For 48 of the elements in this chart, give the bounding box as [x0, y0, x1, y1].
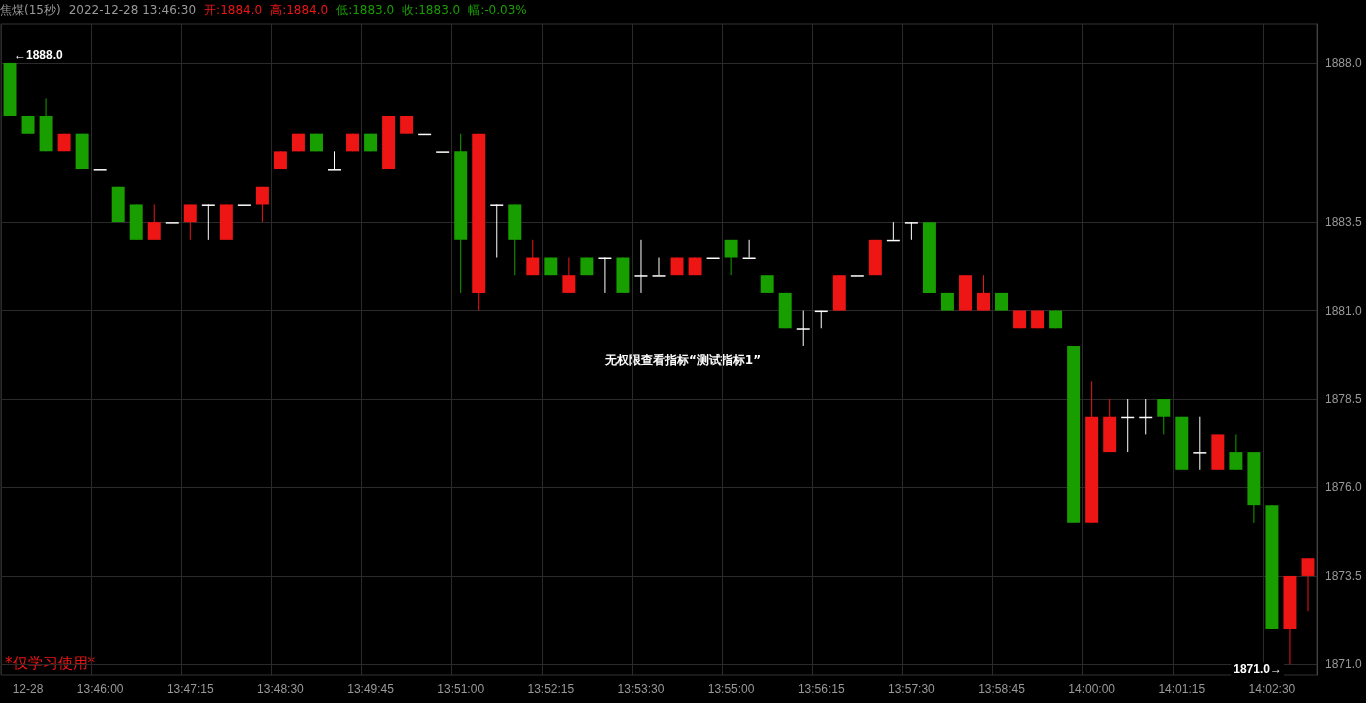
text: 高:1884.0 — [270, 3, 329, 17]
x-tick-label: 14:01:15 — [1158, 682, 1206, 696]
candlestick — [328, 150, 341, 171]
text: 幅:-0.03% — [468, 3, 527, 17]
x-tick-label: 13:57:30 — [888, 682, 936, 696]
annotation: 1871.0→ — [1233, 662, 1282, 677]
candlestick — [724, 239, 738, 276]
candlestick — [490, 203, 504, 259]
text: 收:1883.0 — [402, 3, 461, 17]
text: 开:1884.0 — [204, 3, 263, 17]
candlestick — [1193, 416, 1207, 471]
x-tick-label: 13:48:30 — [257, 682, 305, 696]
x-tick-label: 13:51:00 — [437, 682, 485, 696]
candlestick — [652, 257, 666, 277]
x-tick-label: 13:58:45 — [978, 682, 1026, 696]
x-tick-label: 13:55:00 — [707, 682, 755, 696]
candlestick — [1157, 398, 1171, 435]
candlestick — [201, 203, 215, 241]
x-tick-label: 12-28 — [12, 682, 44, 696]
y-tick-label: 1878.5 — [1325, 392, 1363, 407]
y-tick-label: 1871.0 — [1325, 657, 1363, 672]
candlestick — [1301, 557, 1315, 612]
text: 低:1883.0 — [336, 3, 395, 17]
x-tick-label: 13:49:45 — [347, 682, 395, 696]
annotation: ←1888.0 — [14, 47, 64, 62]
x-tick-label: 13:53:30 — [617, 682, 665, 696]
candlestick — [526, 239, 540, 276]
x-tick-label: 14:00:00 — [1068, 682, 1116, 696]
candlestick — [634, 239, 648, 294]
candlestick — [562, 257, 576, 294]
candlestick — [255, 186, 269, 223]
y-tick-label: 1873.5 — [1325, 568, 1363, 583]
y-tick-label: 1883.5 — [1325, 215, 1363, 230]
y-tick-label: 1881.0 — [1325, 303, 1363, 318]
y-tick-label: 1888.0 — [1325, 55, 1363, 70]
candlestick — [1229, 433, 1243, 471]
x-tick-label: 14:02:30 — [1248, 682, 1296, 696]
x-tick-label: 13:52:15 — [527, 682, 575, 696]
x-tick-label: 13:47:15 — [166, 682, 214, 696]
candlestick — [796, 310, 810, 347]
candlestick — [183, 203, 197, 241]
x-tick-label: 13:46:00 — [76, 682, 124, 696]
chart-title: 焦煤(15秒) — [0, 3, 61, 17]
candlestick — [977, 274, 990, 312]
candlestick — [147, 203, 161, 241]
x-tick-label: 13:56:15 — [797, 682, 845, 696]
y-tick-label: 1876.0 — [1325, 480, 1363, 495]
chart-subtitle: 2022-12-28 13:46:30 — [68, 3, 197, 17]
